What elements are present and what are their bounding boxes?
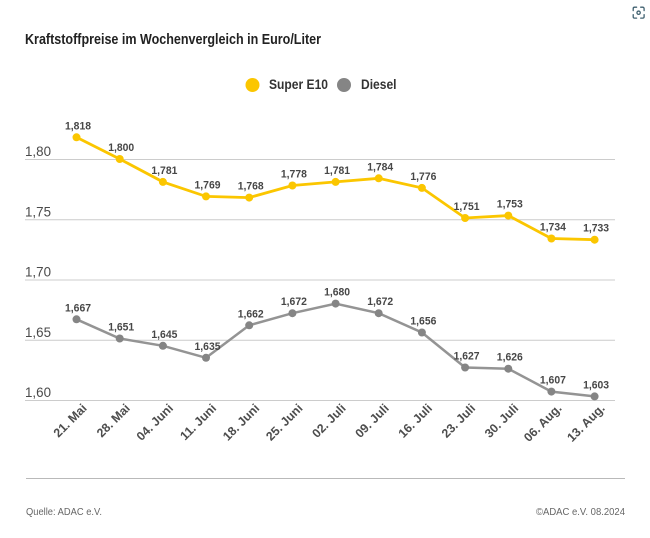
- svg-text:1,784: 1,784: [367, 161, 393, 173]
- svg-text:1,680: 1,680: [324, 287, 350, 299]
- svg-text:1,753: 1,753: [497, 199, 523, 211]
- svg-text:1,645: 1,645: [151, 329, 177, 341]
- svg-text:1,818: 1,818: [65, 120, 91, 132]
- svg-text:1,672: 1,672: [367, 296, 393, 308]
- svg-text:1,672: 1,672: [281, 296, 307, 308]
- svg-text:Diesel: Diesel: [361, 76, 397, 92]
- svg-text:1,626: 1,626: [497, 352, 523, 364]
- svg-text:Kraftstoffpreise im Wochenverg: Kraftstoffpreise im Wochenvergleich in E…: [25, 32, 321, 48]
- svg-text:1,800: 1,800: [108, 142, 134, 154]
- svg-text:1,607: 1,607: [540, 375, 566, 387]
- svg-text:1,65: 1,65: [25, 325, 51, 340]
- svg-text:1,60: 1,60: [25, 385, 51, 400]
- svg-text:Super E10: Super E10: [269, 76, 328, 92]
- svg-text:1,776: 1,776: [410, 171, 436, 183]
- svg-text:1,768: 1,768: [238, 181, 264, 193]
- svg-text:1,75: 1,75: [25, 204, 51, 219]
- svg-text:1,751: 1,751: [454, 201, 480, 213]
- svg-text:1,635: 1,635: [195, 341, 221, 353]
- svg-text:1,662: 1,662: [238, 308, 264, 320]
- svg-text:1,733: 1,733: [583, 223, 609, 235]
- svg-text:Quelle: ADAC e.V.: Quelle: ADAC e.V.: [26, 506, 102, 518]
- svg-text:1,778: 1,778: [281, 169, 307, 181]
- svg-text:1,651: 1,651: [108, 322, 134, 334]
- svg-text:1,781: 1,781: [324, 165, 350, 177]
- svg-text:1,80: 1,80: [25, 144, 51, 159]
- svg-text:©ADAC e.V. 08.2024: ©ADAC e.V. 08.2024: [536, 506, 625, 518]
- svg-text:1,734: 1,734: [540, 222, 566, 234]
- svg-text:1,70: 1,70: [25, 265, 51, 280]
- svg-text:1,603: 1,603: [583, 379, 609, 391]
- svg-text:1,656: 1,656: [410, 316, 436, 328]
- svg-text:1,667: 1,667: [65, 302, 91, 314]
- svg-text:1,781: 1,781: [151, 165, 177, 177]
- svg-text:1,769: 1,769: [195, 179, 221, 191]
- svg-text:1,627: 1,627: [454, 351, 480, 363]
